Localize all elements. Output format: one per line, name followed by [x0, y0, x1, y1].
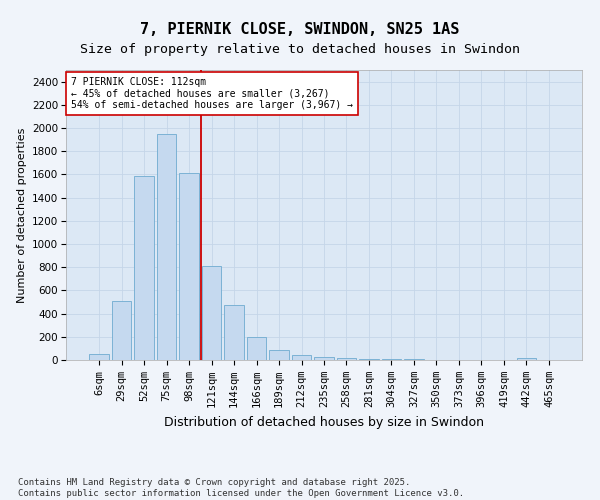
Bar	[337, 358, 356, 360]
Bar	[314, 356, 334, 360]
Text: Size of property relative to detached houses in Swindon: Size of property relative to detached ho…	[80, 42, 520, 56]
Bar	[247, 338, 266, 360]
Bar	[112, 301, 131, 360]
Text: Contains HM Land Registry data © Crown copyright and database right 2025.
Contai: Contains HM Land Registry data © Crown c…	[18, 478, 464, 498]
Bar	[269, 350, 289, 360]
Bar	[224, 305, 244, 360]
X-axis label: Distribution of detached houses by size in Swindon: Distribution of detached houses by size …	[164, 416, 484, 428]
Bar	[179, 173, 199, 360]
Bar	[292, 355, 311, 360]
Bar	[517, 358, 536, 360]
Bar	[359, 359, 379, 360]
Text: 7 PIERNIK CLOSE: 112sqm
← 45% of detached houses are smaller (3,267)
54% of semi: 7 PIERNIK CLOSE: 112sqm ← 45% of detache…	[71, 77, 353, 110]
Text: 7, PIERNIK CLOSE, SWINDON, SN25 1AS: 7, PIERNIK CLOSE, SWINDON, SN25 1AS	[140, 22, 460, 38]
Y-axis label: Number of detached properties: Number of detached properties	[17, 128, 26, 302]
Bar	[134, 176, 154, 360]
Bar	[157, 134, 176, 360]
Bar	[89, 354, 109, 360]
Bar	[202, 266, 221, 360]
